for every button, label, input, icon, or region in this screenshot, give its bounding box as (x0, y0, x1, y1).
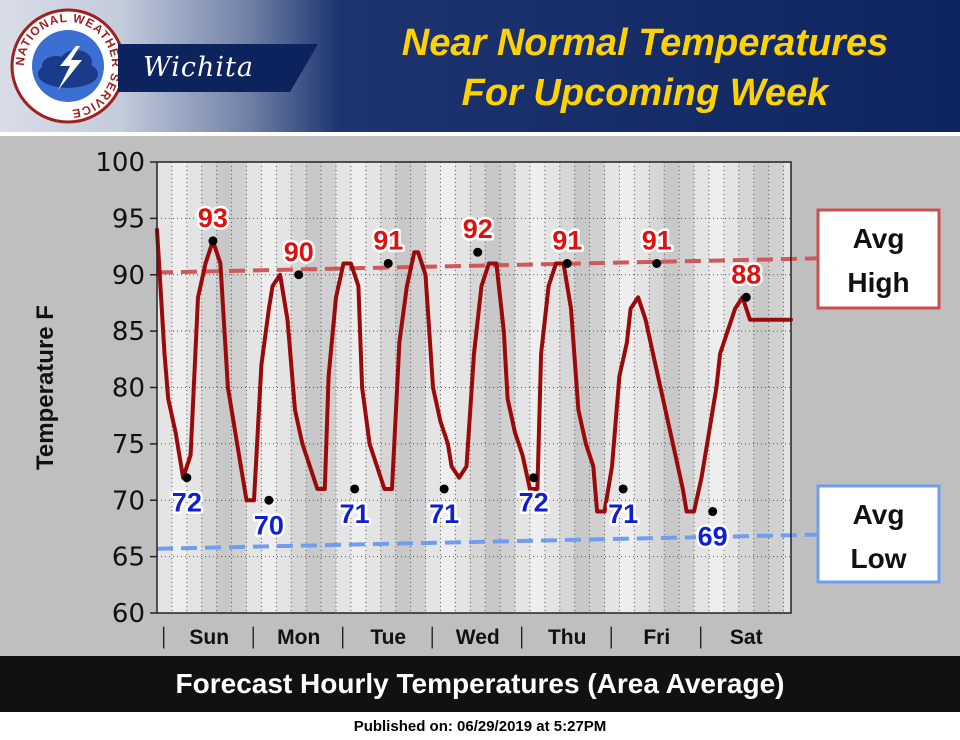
x-tick-label: Mon (277, 626, 320, 649)
reference-box-label: Avg (853, 223, 905, 254)
low-point (529, 473, 539, 483)
headline-line-1: Near Normal Temperatures (401, 22, 889, 64)
avg-high-box (816, 208, 941, 310)
reference-box-label: Avg (853, 499, 905, 530)
x-tick-label: Thu (548, 626, 586, 649)
high-label: 88 (731, 259, 761, 289)
high-label: 91 (552, 225, 582, 255)
header-divider (0, 132, 960, 136)
low-label: 72 (172, 488, 202, 518)
y-tick-label: 75 (112, 430, 145, 460)
y-tick-label: 85 (112, 317, 145, 347)
time-band (171, 162, 187, 613)
x-day-separator: │ (248, 626, 259, 649)
low-point (618, 484, 628, 494)
page-title: Near Normal Temperatures For Upcoming We… (330, 18, 960, 118)
time-band (231, 162, 247, 613)
time-band (768, 162, 784, 613)
high-point (473, 247, 483, 257)
y-tick-label: 70 (112, 486, 145, 516)
x-day-separator: │ (159, 626, 170, 649)
time-band (783, 162, 791, 613)
x-tick-label: Tue (370, 626, 406, 649)
temperature-line (155, 227, 793, 514)
high-label: 90 (284, 237, 314, 267)
high-label: 91 (642, 225, 672, 255)
time-band (515, 162, 530, 613)
time-band (455, 162, 471, 613)
avg-high-line (156, 256, 819, 275)
x-day-separator: │ (696, 626, 707, 649)
reference-box-label: Low (851, 543, 907, 574)
high-label: 91 (373, 225, 403, 255)
time-band (544, 162, 560, 613)
x-tick-label: Sat (730, 626, 763, 649)
footer-caption: Forecast Hourly Temperatures (Area Avera… (175, 668, 785, 699)
low-point (350, 484, 360, 494)
reference-lines (156, 256, 819, 551)
y-tick-label: 95 (112, 204, 145, 234)
office-banner (118, 44, 318, 92)
low-point (264, 495, 274, 505)
y-axis-label: Temperature F (32, 305, 59, 470)
series-lines (155, 227, 793, 514)
time-band (664, 162, 680, 613)
high-point (383, 258, 393, 268)
footer-bar (0, 656, 960, 712)
y-tick-label: 90 (112, 261, 145, 291)
x-day-separator: │ (517, 626, 528, 649)
x-tick-label: Fri (643, 626, 670, 649)
high-point (208, 236, 218, 246)
time-band (440, 162, 456, 613)
high-point (741, 292, 751, 302)
high-label: 93 (198, 203, 228, 233)
low-point (182, 473, 192, 483)
reference-boxes: Avg High Avg Low (816, 208, 941, 584)
low-label: 71 (429, 499, 459, 529)
office-name: Wichita (143, 52, 255, 83)
low-label: 69 (698, 522, 728, 552)
time-band (619, 162, 635, 613)
time-band (395, 162, 411, 613)
y-tick-label: 60 (112, 599, 145, 629)
nws-logo-icon: NATIONAL WEATHER SERVICE (10, 8, 126, 124)
low-point (439, 484, 449, 494)
published-timestamp: Published on: 06/29/2019 at 5:27PM (353, 718, 607, 735)
avg-low-box (816, 484, 941, 584)
time-band (410, 162, 426, 613)
headline-line-2: For Upcoming Week (461, 72, 829, 114)
x-tick-label: Sun (189, 626, 229, 649)
time-band (723, 162, 739, 613)
x-day-separator: │ (606, 626, 617, 649)
x-day-separator: │ (338, 626, 349, 649)
x-day-separator: │ (427, 626, 438, 649)
avg-low-line (156, 532, 819, 551)
extreme-points (182, 236, 751, 517)
x-tick-label: Wed (456, 626, 500, 649)
low-label: 71 (340, 499, 370, 529)
low-label: 72 (519, 488, 549, 518)
time-band (380, 162, 396, 613)
low-label: 71 (608, 499, 638, 529)
low-point (708, 507, 718, 517)
reference-box-label: High (847, 267, 909, 298)
high-point (562, 258, 572, 268)
low-label: 70 (254, 510, 284, 540)
y-tick-label: 80 (112, 374, 145, 404)
y-tick-label: 65 (112, 543, 145, 573)
high-point (294, 270, 304, 280)
high-point (652, 258, 662, 268)
axes: 60 65 70 75 80 85 90 95 100 Temperature F Sun Mon Tu… (32, 148, 792, 649)
high-label: 92 (463, 214, 493, 244)
data-labels: 93 90 91 92 91 91 88 72 70 71 71 72 71 69 (169, 200, 763, 554)
y-tick-label: 100 (95, 148, 145, 178)
